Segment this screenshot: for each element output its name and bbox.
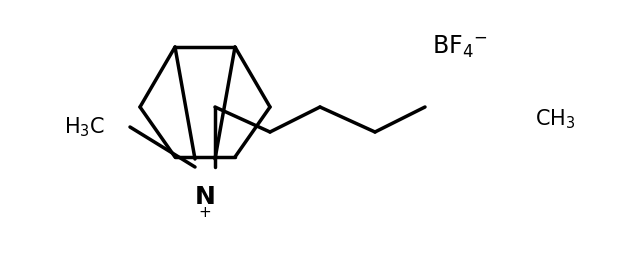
Text: +: +	[198, 205, 211, 220]
Text: BF$_4$$^{-}$: BF$_4$$^{-}$	[432, 34, 488, 60]
Text: H$_3$C: H$_3$C	[65, 115, 106, 139]
Text: N: N	[195, 185, 216, 209]
Text: CH$_3$: CH$_3$	[535, 107, 575, 131]
